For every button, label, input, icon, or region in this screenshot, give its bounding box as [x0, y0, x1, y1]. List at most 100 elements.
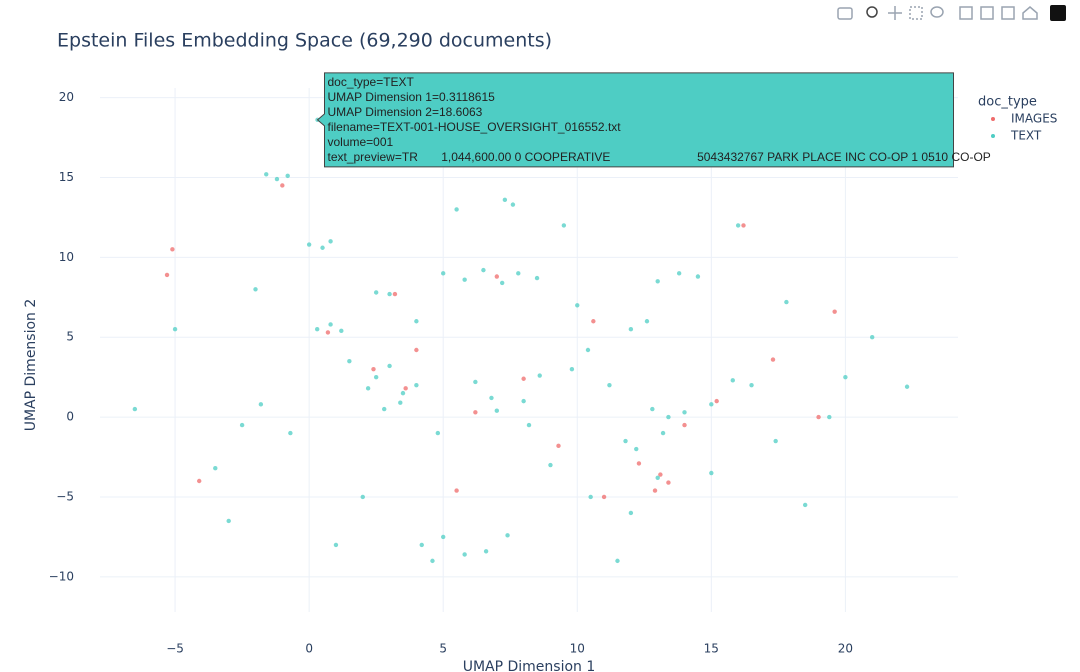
point: [607, 382, 612, 388]
point: [441, 534, 446, 540]
point: [481, 267, 486, 273]
camera-icon[interactable]: [837, 7, 853, 20]
x-tick-label: 0: [305, 642, 313, 656]
point: [695, 274, 701, 279]
legend-label: TEXT: [1010, 129, 1042, 143]
point: [373, 374, 379, 380]
point: [526, 422, 532, 428]
point: [197, 478, 202, 484]
point: [676, 271, 682, 276]
x-tick-label: 20: [838, 642, 853, 656]
point: [628, 327, 634, 332]
point: [172, 327, 178, 332]
point: [904, 384, 910, 389]
tooltip-line: volume=001: [327, 135, 393, 149]
point: [832, 309, 837, 314]
point: [387, 291, 392, 297]
zoom-in-icon[interactable]: [959, 6, 973, 20]
point: [325, 330, 331, 335]
point: [306, 242, 312, 247]
point: [666, 480, 671, 485]
point: [328, 322, 333, 327]
point: [655, 475, 660, 481]
point: [462, 277, 467, 282]
point: [634, 446, 639, 452]
point: [843, 374, 848, 380]
point: [435, 430, 441, 436]
zoom-out-icon[interactable]: [980, 6, 994, 20]
point: [556, 443, 561, 449]
legend-label: IMAGES: [1011, 112, 1057, 126]
point: [333, 542, 339, 548]
point: [585, 347, 591, 353]
point: [682, 410, 687, 415]
point: [320, 245, 325, 250]
point: [392, 291, 398, 297]
point: [770, 357, 776, 362]
point: [347, 358, 352, 364]
point: [387, 363, 392, 369]
point: [280, 183, 285, 188]
point: [615, 558, 620, 564]
reset-icon[interactable]: [1022, 6, 1038, 20]
tooltip-line: UMAP Dimension 2=18.6063: [327, 105, 482, 119]
tooltip-line: filename=TEXT-001-HOUSE_OVERSIGHT_016552…: [327, 120, 621, 134]
box-select-icon[interactable]: [909, 6, 923, 20]
point: [575, 303, 580, 308]
point: [473, 410, 478, 415]
x-axis-title: UMAP Dimension 1: [463, 659, 596, 672]
point: [516, 271, 521, 276]
y-tick-label: 0: [66, 410, 74, 424]
point: [473, 379, 478, 385]
point: [164, 272, 170, 278]
point: [827, 414, 832, 420]
point: [264, 172, 269, 177]
point: [741, 223, 746, 228]
point: [499, 280, 505, 286]
point: [213, 466, 218, 471]
point: [314, 327, 320, 332]
point: [569, 366, 575, 372]
point: [382, 406, 387, 412]
point: [658, 472, 663, 477]
point: [660, 430, 666, 436]
point: [784, 299, 789, 305]
point: [454, 207, 459, 212]
point: [870, 335, 875, 340]
y-tick-label: −5: [56, 489, 74, 503]
legend-title: doc_type: [978, 95, 1037, 110]
point: [591, 319, 596, 324]
x-tick-label: −5: [166, 642, 184, 656]
point: [274, 176, 280, 182]
plotly-logo[interactable]: [1050, 5, 1066, 21]
tooltip-box: [316, 72, 954, 168]
point: [709, 470, 714, 476]
y-tick-label: 20: [59, 90, 74, 104]
point: [623, 438, 628, 444]
point: [521, 376, 526, 381]
point: [714, 398, 719, 404]
point: [628, 510, 634, 516]
x-tick-label: 15: [704, 642, 719, 656]
point: [494, 408, 500, 413]
point: [521, 398, 526, 404]
point: [588, 494, 593, 500]
pan-icon[interactable]: [888, 6, 902, 20]
lasso-icon[interactable]: [930, 6, 944, 18]
point: [419, 542, 424, 548]
point: [636, 461, 642, 466]
point: [709, 402, 714, 407]
point: [650, 406, 655, 412]
point: [644, 319, 650, 324]
point: [730, 378, 735, 383]
point: [170, 247, 175, 252]
legend-marker: [991, 134, 995, 138]
point: [601, 494, 607, 500]
autoscale-icon[interactable]: [1001, 6, 1015, 20]
point: [505, 533, 510, 538]
point: [226, 518, 231, 524]
point: [373, 290, 379, 295]
point: [414, 319, 419, 324]
zoom-icon[interactable]: [866, 6, 878, 18]
